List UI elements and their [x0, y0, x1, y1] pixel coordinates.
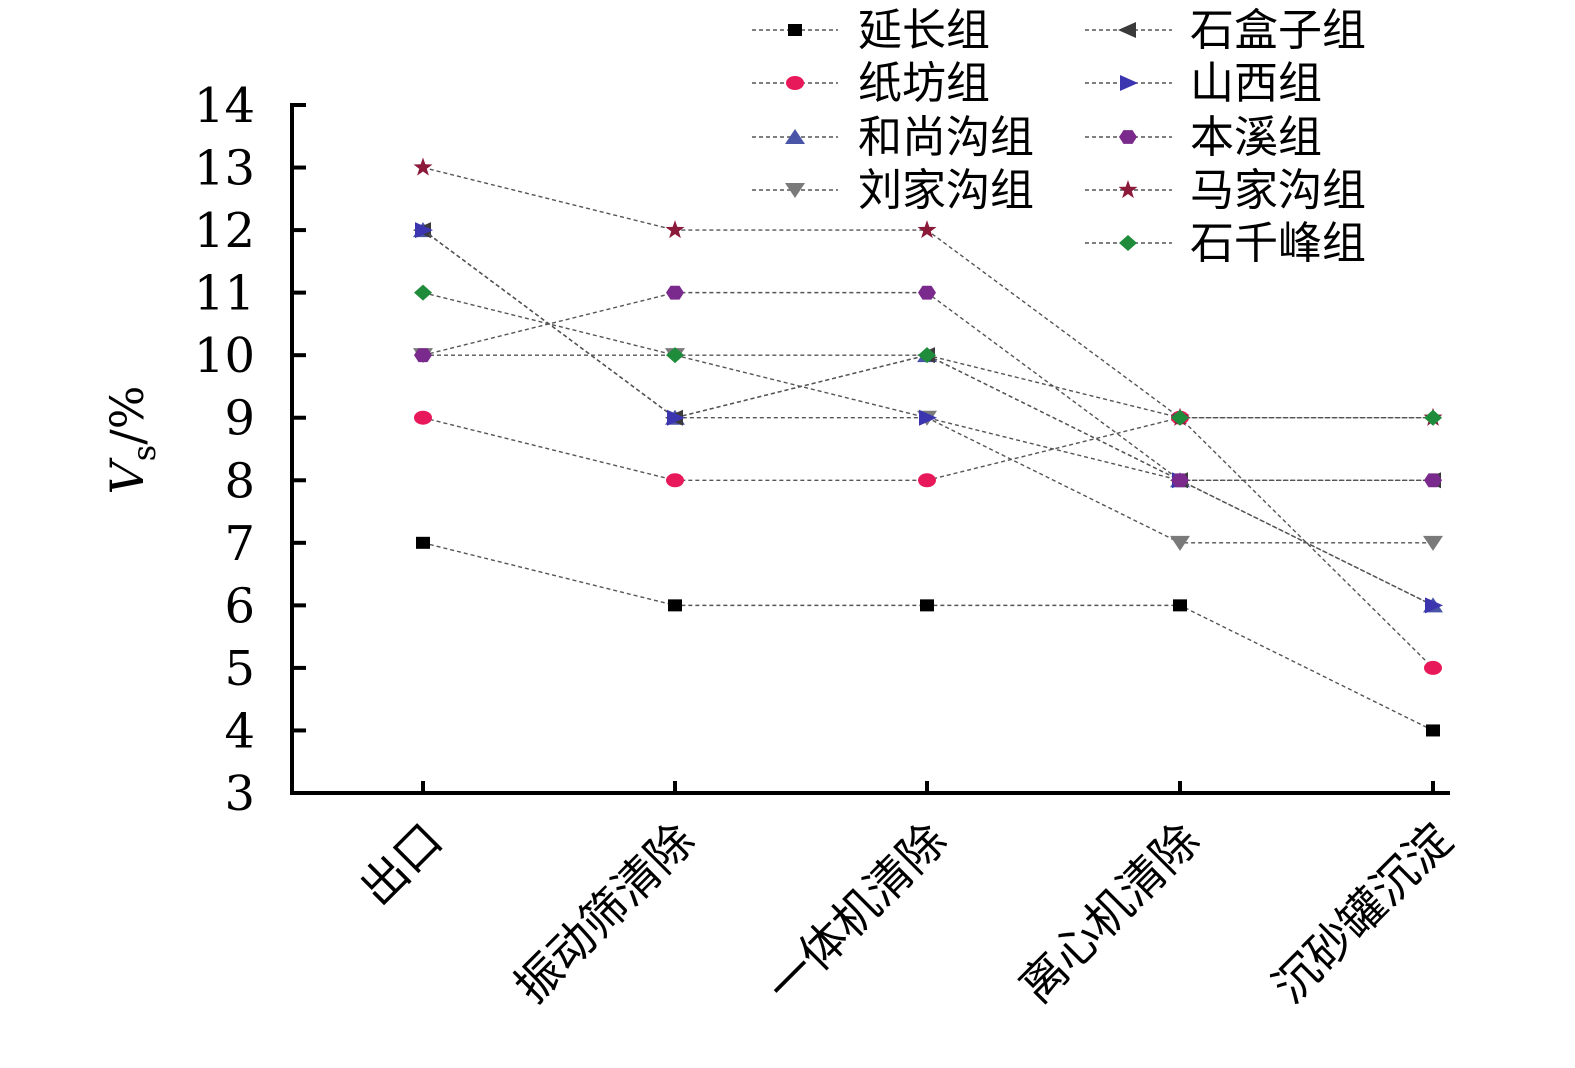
data-point	[1423, 535, 1443, 551]
series-line	[422, 291, 1433, 481]
legend-marker	[786, 76, 804, 90]
legend-label: 石盒子组	[1190, 5, 1366, 56]
legend-entry: 纸坊组	[752, 58, 990, 109]
x-tick-label: 沉砂罐沉淀	[1262, 813, 1463, 1014]
series	[413, 348, 1443, 551]
series-layer	[413, 157, 1443, 737]
y-axis-title-main: V	[100, 456, 154, 494]
series	[414, 285, 1442, 488]
y-tick-label: 4	[224, 703, 255, 759]
y-tick-label: 11	[194, 266, 255, 322]
data-point	[416, 536, 430, 549]
data-point	[920, 599, 934, 612]
data-point	[414, 348, 432, 363]
y-tick-label: 3	[224, 766, 255, 822]
x-tick-label: 出口	[350, 813, 453, 916]
data-point	[1170, 535, 1190, 551]
legend-label: 纸坊组	[858, 58, 990, 109]
y-axis-ticks: 3 4 5 6 7 8 9 10 11 12 13 14	[194, 78, 306, 822]
svg-text:Vs/%: Vs/%	[100, 386, 163, 495]
legend-marker	[1118, 180, 1138, 199]
legend-marker	[1120, 75, 1138, 91]
legend-marker	[785, 129, 805, 144]
y-tick-label: 8	[224, 453, 255, 509]
data-point	[414, 410, 432, 425]
series-line	[422, 416, 1434, 669]
y-tick-label: 6	[224, 578, 255, 634]
legend-label: 延长组	[858, 5, 990, 56]
legend-label: 石千峰组	[1190, 218, 1366, 269]
data-point	[1426, 724, 1440, 737]
legend-entry: 本溪组	[1085, 112, 1322, 163]
series-line	[422, 542, 1434, 732]
series	[416, 536, 1440, 737]
legend-entry: 石千峰组	[1085, 218, 1366, 269]
data-point	[1424, 660, 1442, 675]
legend-marker	[788, 24, 802, 36]
legend-marker	[1119, 235, 1137, 251]
legend-entry: 刘家沟组	[752, 165, 1034, 216]
y-tick-label: 7	[224, 516, 255, 572]
data-point	[918, 347, 936, 364]
series	[414, 284, 1442, 426]
data-point	[1424, 473, 1442, 488]
legend-label: 本溪组	[1190, 112, 1322, 163]
data-point	[415, 222, 433, 239]
legend-marker	[1118, 22, 1136, 38]
legend-entry: 石盒子组	[1085, 5, 1366, 56]
series-line	[422, 229, 1434, 606]
legend-marker	[1119, 130, 1137, 144]
series-line	[423, 354, 1433, 544]
legend-label: 刘家沟组	[858, 165, 1034, 216]
data-point	[1173, 599, 1187, 612]
y-axis-title-unit: /%	[100, 386, 154, 445]
legend-label: 和尚沟组	[858, 112, 1034, 163]
data-point	[1171, 473, 1189, 488]
data-point	[919, 409, 937, 426]
legend-entry: 马家沟组	[1085, 165, 1366, 216]
y-axis-title: Vs/%	[100, 386, 163, 495]
legend-entry: 山西组	[1085, 58, 1322, 109]
legend-marker	[785, 183, 805, 198]
data-point	[414, 284, 432, 301]
data-point	[413, 157, 433, 176]
legend-label: 马家沟组	[1190, 165, 1366, 216]
y-tick-label: 12	[194, 203, 255, 259]
data-point	[667, 409, 685, 426]
y-axis-title-subscript: s	[125, 445, 163, 461]
legend-entry: 和尚沟组	[752, 112, 1034, 163]
y-tick-label: 9	[224, 391, 255, 447]
series	[414, 410, 1442, 675]
y-tick-label: 5	[224, 641, 255, 697]
data-point	[666, 473, 684, 488]
x-axis-ticks: 出口 振动筛清除 一体机清除 离心机清除 沉砂罐沉淀	[350, 781, 1463, 1013]
y-tick-label: 14	[194, 78, 255, 134]
legend-label: 山西组	[1190, 58, 1322, 109]
y-tick-label: 10	[194, 328, 255, 384]
x-tick-label: 振动筛清除	[504, 813, 705, 1014]
series	[415, 222, 1443, 614]
data-point	[1424, 409, 1442, 426]
data-point	[917, 220, 937, 239]
x-tick-label: 一体机清除	[756, 813, 957, 1014]
data-point	[668, 599, 682, 612]
data-point	[918, 473, 936, 488]
data-point	[1425, 597, 1443, 614]
data-point	[665, 220, 685, 239]
data-point	[666, 347, 684, 364]
data-point	[918, 285, 936, 300]
y-tick-label: 13	[194, 141, 255, 197]
x-tick-label: 离心机清除	[1009, 813, 1210, 1014]
data-point	[666, 285, 684, 300]
data-point	[1171, 409, 1189, 426]
legend-entry: 延长组	[752, 5, 990, 56]
